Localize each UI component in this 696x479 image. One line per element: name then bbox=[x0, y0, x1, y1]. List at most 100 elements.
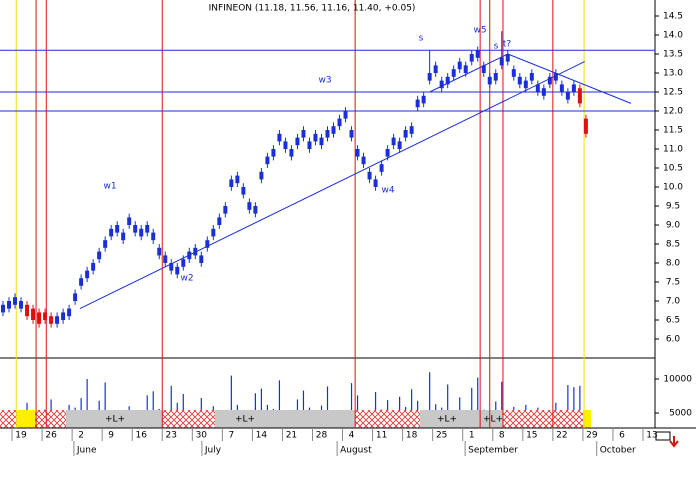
candle-body bbox=[403, 130, 408, 138]
y-tick-label: 14.0 bbox=[663, 31, 683, 41]
candle-body bbox=[295, 137, 300, 146]
candle-body bbox=[373, 179, 378, 187]
candle-body bbox=[181, 259, 186, 267]
y-tick-label: 13.0 bbox=[663, 69, 683, 79]
candle-body bbox=[19, 301, 24, 309]
y-tick-label: 9.5 bbox=[666, 202, 680, 212]
wave-label: t? bbox=[503, 40, 512, 50]
wave-label: w2 bbox=[180, 274, 193, 284]
candle-body bbox=[487, 76, 492, 85]
candle-body bbox=[451, 69, 456, 77]
signal-label: +L+ bbox=[235, 415, 255, 425]
candle-body bbox=[205, 240, 210, 248]
x-tick-label: 21 bbox=[286, 431, 297, 441]
y-tick-label: 6.5 bbox=[666, 316, 680, 326]
candle-body bbox=[259, 171, 264, 180]
signal-band bbox=[420, 410, 480, 428]
candle-body bbox=[199, 255, 204, 263]
scroll-icon[interactable] bbox=[655, 431, 671, 441]
x-tick-label: 15 bbox=[526, 431, 537, 441]
candle-body bbox=[7, 301, 12, 309]
candle-body bbox=[187, 251, 192, 260]
x-tick-label: 6 bbox=[619, 431, 625, 441]
x-tick-label: 9 bbox=[108, 431, 114, 441]
arrow-icon[interactable] bbox=[669, 436, 679, 448]
signal-label: +L+ bbox=[437, 415, 457, 425]
signal-band bbox=[162, 410, 215, 428]
wave-label: s bbox=[419, 34, 424, 44]
candle-body bbox=[271, 149, 276, 157]
y-tick-label: 10.0 bbox=[663, 183, 683, 193]
candle-body bbox=[319, 137, 324, 146]
signal-band bbox=[215, 410, 355, 428]
candle-body bbox=[475, 50, 480, 58]
candle-body bbox=[379, 164, 384, 172]
candle-body bbox=[283, 141, 288, 149]
y-tick-label: 13.5 bbox=[663, 50, 683, 60]
candle-body bbox=[397, 141, 402, 149]
month-label: September bbox=[468, 446, 518, 456]
x-tick-label: 14 bbox=[256, 431, 268, 441]
signal-band bbox=[47, 410, 66, 428]
signal-band bbox=[35, 410, 47, 428]
y-tick-label: 10.5 bbox=[663, 164, 683, 174]
candle-body bbox=[427, 73, 432, 81]
candle-body bbox=[361, 156, 366, 165]
candle-body bbox=[25, 304, 30, 317]
candle-body bbox=[511, 69, 516, 77]
signal-band bbox=[553, 410, 583, 428]
candle-body bbox=[247, 202, 252, 210]
candle-body bbox=[37, 312, 42, 324]
wave-label: w1 bbox=[103, 182, 116, 192]
candle-body bbox=[31, 308, 36, 320]
month-label: June bbox=[76, 446, 97, 456]
wave-label: s bbox=[494, 42, 499, 52]
signal-label: +L+ bbox=[483, 415, 503, 425]
candle-body bbox=[325, 130, 330, 138]
wave-label: w3 bbox=[318, 76, 331, 86]
candle-body bbox=[1, 304, 6, 313]
x-tick-label: 25 bbox=[436, 431, 447, 441]
candle-body bbox=[55, 316, 60, 324]
candle-body bbox=[121, 232, 126, 241]
month-label: August bbox=[340, 446, 372, 456]
candle-body bbox=[109, 228, 114, 237]
x-tick-label: 11 bbox=[376, 431, 387, 441]
signal-strip bbox=[0, 410, 591, 428]
x-tick-label: 19 bbox=[15, 431, 27, 441]
candle-body bbox=[535, 84, 540, 92]
x-tick-label: 29 bbox=[586, 431, 598, 441]
candle-body bbox=[469, 54, 474, 62]
candle-body bbox=[541, 88, 546, 96]
y-tick-label: 9.0 bbox=[666, 221, 681, 231]
candle-body bbox=[103, 240, 108, 248]
candle-body bbox=[175, 266, 180, 275]
candle-body bbox=[85, 270, 90, 279]
candle-body bbox=[343, 111, 348, 119]
candle-body bbox=[577, 88, 582, 104]
candle-body bbox=[229, 179, 234, 187]
y-tick-label: 14.5 bbox=[663, 12, 683, 22]
candle-body bbox=[421, 95, 426, 104]
candle-body bbox=[415, 99, 420, 108]
candle-body bbox=[91, 263, 96, 271]
signal-label: +L+ bbox=[105, 415, 125, 425]
candle-body bbox=[97, 251, 102, 260]
signal-band bbox=[355, 410, 420, 428]
y-tick-label: 11.5 bbox=[663, 126, 683, 136]
candle-body bbox=[307, 141, 312, 149]
signal-band bbox=[503, 410, 553, 428]
candle-body bbox=[367, 171, 372, 180]
signal-band bbox=[583, 410, 591, 428]
candle-body bbox=[355, 149, 360, 157]
volume-tick-label: 5000 bbox=[669, 409, 692, 419]
candle-body bbox=[301, 130, 306, 138]
candle-body bbox=[349, 130, 354, 138]
candle-body bbox=[67, 308, 72, 317]
month-label: October bbox=[600, 446, 636, 456]
candle-body bbox=[235, 175, 240, 184]
wave-label: w4 bbox=[381, 186, 394, 196]
candle-body bbox=[211, 228, 216, 237]
candle-body bbox=[43, 312, 48, 320]
